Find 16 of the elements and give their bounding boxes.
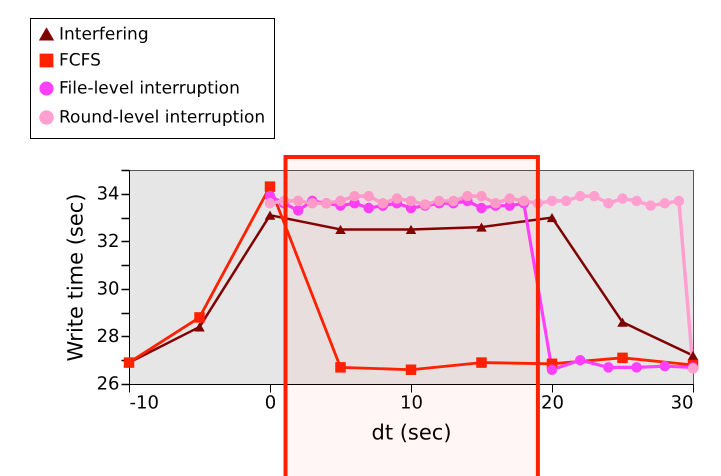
y-tick-label: 28 <box>96 326 120 347</box>
x-tick-label: 0 <box>264 392 276 414</box>
x-tick-label: -10 <box>130 392 159 414</box>
x-tick-label: 20 <box>541 392 564 414</box>
legend-label: File-level interruption <box>59 78 240 98</box>
legend-label: Interfering <box>59 24 149 44</box>
legend-label: FCFS <box>59 50 101 70</box>
y-tick-label: 30 <box>96 278 120 300</box>
y-tick-label: 26 <box>96 374 120 394</box>
y-tick-label: 34 <box>96 183 120 204</box>
x-axis-title: dt (sec) <box>371 420 452 444</box>
y-tick-label: 32 <box>96 230 120 252</box>
x-tick-label: 10 <box>400 392 423 414</box>
y-axis-title: Write time (sec) <box>64 193 88 362</box>
legend-label: Round-level interruption <box>59 108 266 128</box>
x-tick-label: 30 <box>670 392 694 414</box>
